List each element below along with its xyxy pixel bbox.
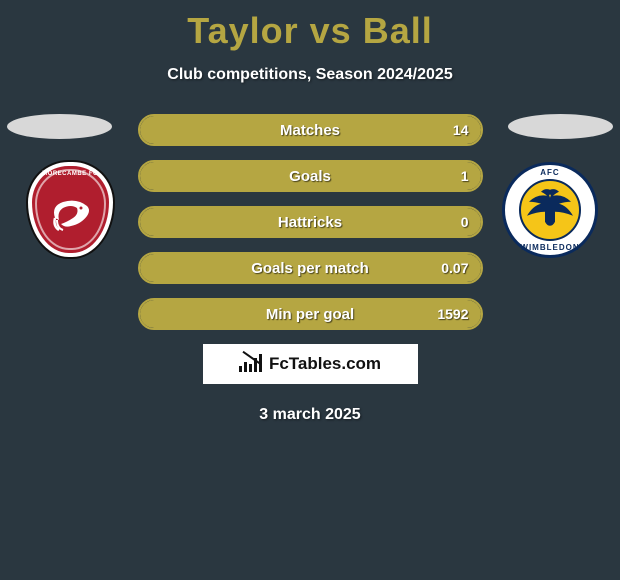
stat-label: Matches [140, 116, 481, 144]
badge-bottom-text: WIMBLEDON [505, 243, 595, 252]
player-right-ellipse [508, 114, 613, 139]
date-text: 3 march 2025 [0, 406, 620, 424]
badge-top-text: AFC [505, 168, 595, 177]
stat-label: Goals [140, 162, 481, 190]
morecambe-shield: MORECAMBE FC [28, 162, 113, 257]
stat-rows: Matches 14 Goals 1 Hattricks 0 Goals per… [138, 114, 483, 330]
stat-value: 0.07 [441, 254, 468, 282]
bar-chart-icon [239, 354, 265, 374]
brand-text: FcTables.com [269, 354, 381, 374]
player-left-ellipse [7, 114, 112, 139]
stat-row-matches: Matches 14 [138, 114, 483, 146]
stats-section: MORECAMBE FC AFC WIMBLEDON Matches 14 [0, 114, 620, 424]
wimbledon-badge: AFC WIMBLEDON [502, 162, 598, 258]
stat-value: 1592 [437, 300, 468, 328]
stat-label: Hattricks [140, 208, 481, 236]
shield-top-text: MORECAMBE FC [32, 171, 109, 177]
stat-row-min-per-goal: Min per goal 1592 [138, 298, 483, 330]
stat-value: 1 [461, 162, 469, 190]
stat-value: 14 [453, 116, 469, 144]
team-badge-right: AFC WIMBLEDON [500, 162, 600, 262]
page-title: Taylor vs Ball [0, 0, 620, 52]
shrimp-icon [47, 196, 93, 236]
stat-label: Min per goal [140, 300, 481, 328]
stat-row-hattricks: Hattricks 0 [138, 206, 483, 238]
stat-value: 0 [461, 208, 469, 236]
page-subtitle: Club competitions, Season 2024/2025 [0, 66, 620, 84]
stat-label: Goals per match [140, 254, 481, 282]
stat-row-goals: Goals 1 [138, 160, 483, 192]
eagle-icon [525, 186, 575, 230]
stat-row-goals-per-match: Goals per match 0.07 [138, 252, 483, 284]
team-badge-left: MORECAMBE FC [20, 162, 120, 262]
brand-box: FcTables.com [203, 344, 418, 384]
